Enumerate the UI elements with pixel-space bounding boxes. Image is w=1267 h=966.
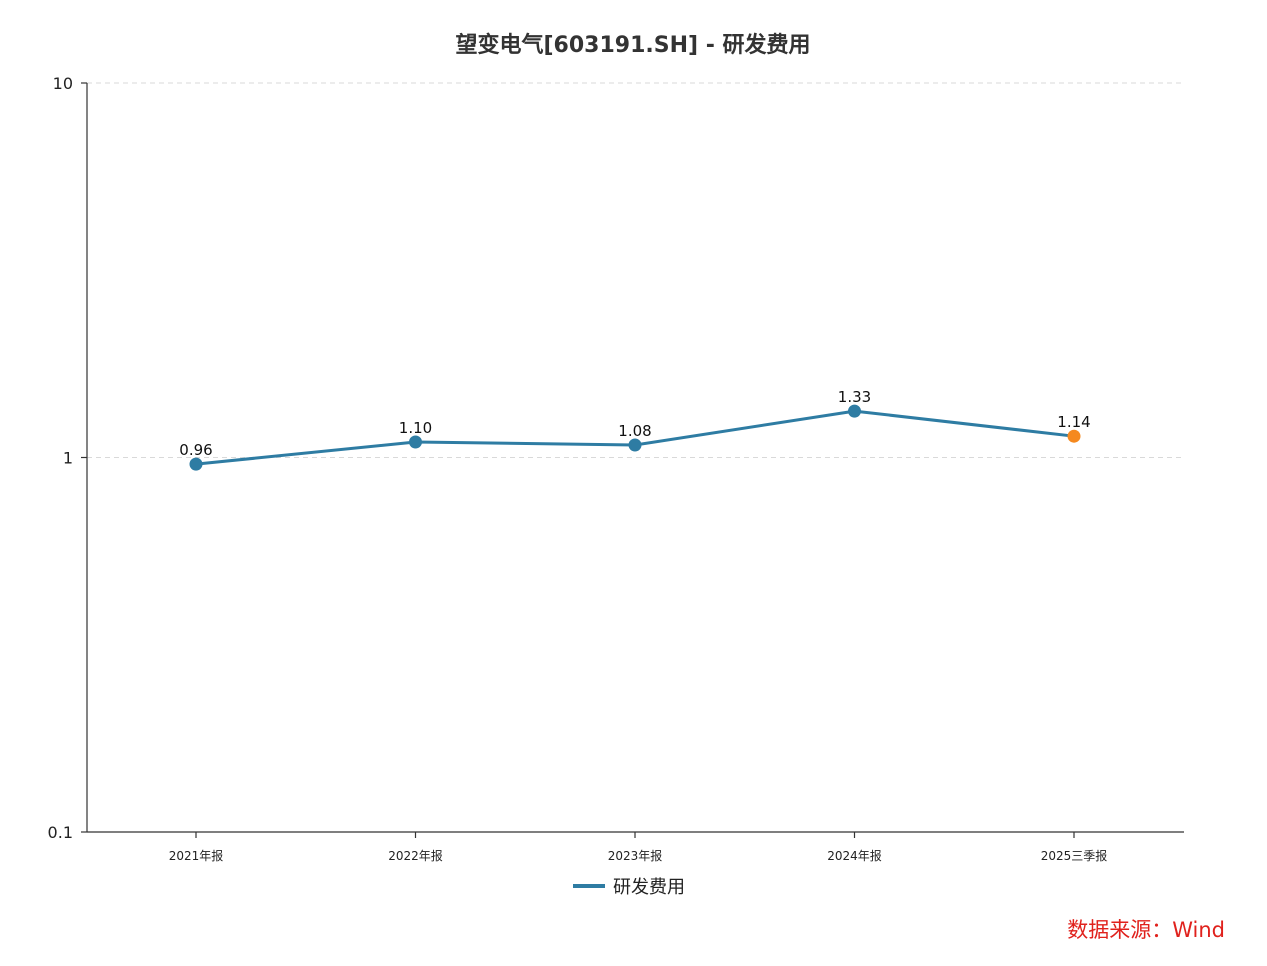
axes: 10 1 0.1 2021年报 2022年报 2023年报 2024年报 2025三季报 [48,74,1184,863]
source-note: 数据来源：Wind [1067,918,1225,942]
data-point [409,435,422,449]
data-label: 1.10 [399,419,432,437]
legend-label: 研发费用 [613,877,685,898]
data-point [189,457,203,471]
data-label: 1.08 [618,422,651,440]
series-layer [189,404,1081,471]
y-tick-label: 0.1 [48,823,73,842]
y-tick-label: 10 [53,74,73,93]
data-point [848,404,861,418]
data-label: 0.96 [179,441,212,459]
x-tick-label: 2021年报 [169,848,224,863]
data-labels: 0.96 1.10 1.08 1.33 1.14 [179,388,1090,459]
x-tick-label: 2023年报 [608,848,663,863]
data-label: 1.14 [1057,413,1090,431]
data-point-latest [1067,429,1081,443]
legend[interactable]: 研发费用 [573,877,685,898]
grid-lines [87,82,1184,458]
x-tick-label: 2024年报 [827,848,882,863]
data-label: 1.33 [838,388,871,406]
data-point [628,438,642,452]
y-tick-label: 1 [63,449,73,468]
chart-title: 望变电气[603191.SH] - 研发费用 [455,32,810,58]
x-tick-label: 2025三季报 [1041,848,1108,863]
x-tick-label: 2022年报 [388,848,443,863]
